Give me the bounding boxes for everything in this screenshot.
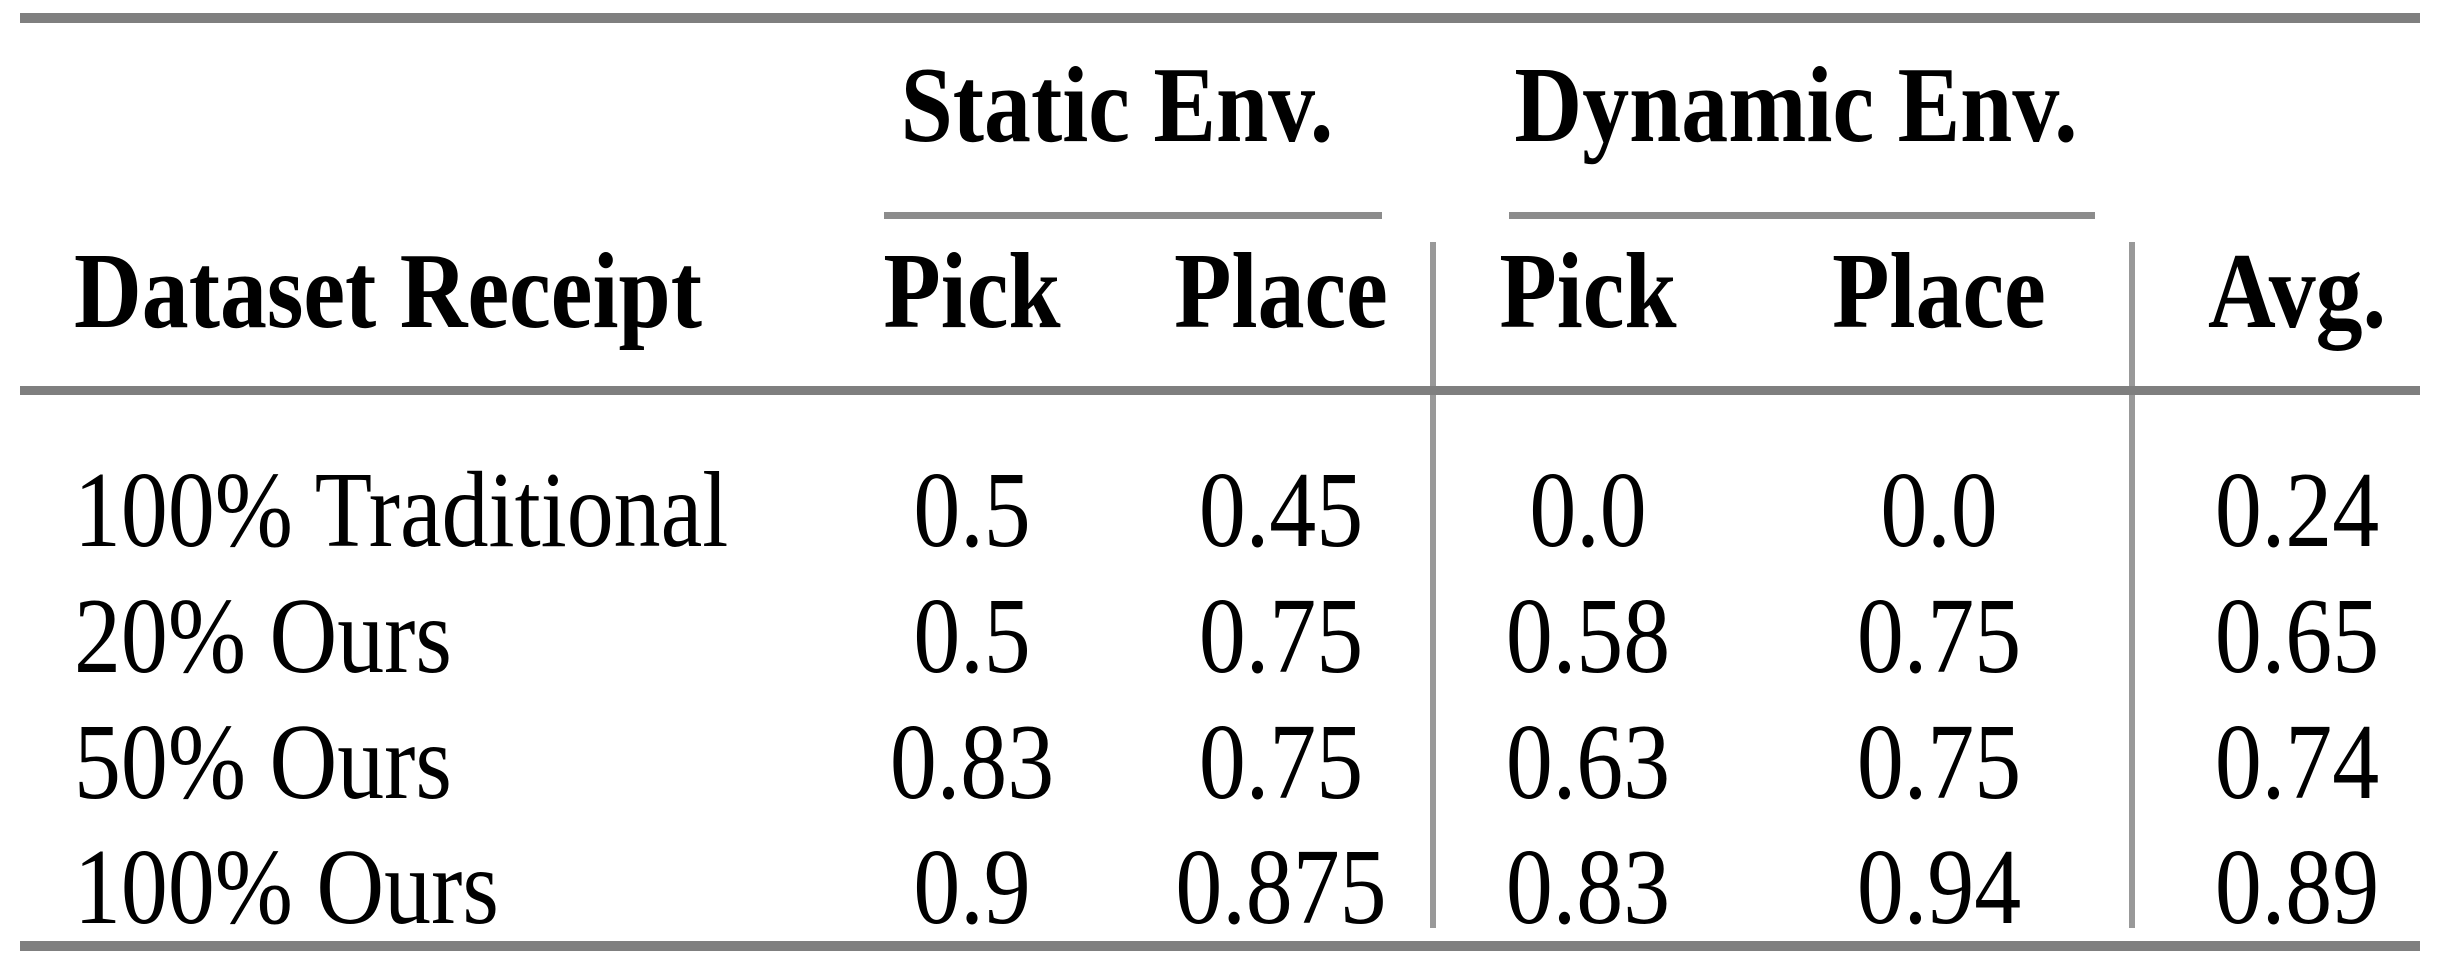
cell-avg: 0.89 [2214, 827, 2380, 948]
cell-static-pick: 0.5 [913, 450, 1031, 571]
header-body-rule [20, 386, 2420, 395]
row-label: 100% Traditional [74, 450, 729, 571]
cell-dynamic-place: 0.75 [1856, 576, 2022, 697]
bottom-rule [20, 941, 2420, 951]
cell-avg: 0.24 [2214, 450, 2380, 571]
cell-dynamic-pick: 0.0 [1529, 450, 1647, 571]
col-header-dynamic-place: Place [1832, 231, 2046, 352]
cell-avg: 0.74 [2214, 702, 2380, 823]
column-separator-left [1430, 242, 1436, 928]
dynamic-group-underline [1509, 212, 2095, 219]
cell-static-place: 0.875 [1175, 827, 1387, 948]
static-group-underline [884, 212, 1382, 219]
col-header-avg: Avg. [2207, 231, 2387, 352]
cell-dynamic-place: 0.94 [1856, 827, 2022, 948]
cell-static-place: 0.75 [1198, 576, 1364, 697]
cell-dynamic-pick: 0.83 [1505, 827, 1671, 948]
col-header-dataset-receipt: Dataset Receipt [74, 231, 702, 352]
top-rule [20, 13, 2420, 23]
column-separator-right [2129, 242, 2135, 928]
group-header-static-env: Static Env. [900, 45, 1334, 166]
cell-static-pick: 0.5 [913, 576, 1031, 697]
cell-dynamic-place: 0.0 [1880, 450, 1998, 571]
row-label: 50% Ours [74, 702, 452, 823]
cell-avg: 0.65 [2214, 576, 2380, 697]
row-label: 100% Ours [74, 827, 499, 948]
cell-dynamic-pick: 0.58 [1505, 576, 1671, 697]
cell-dynamic-place: 0.75 [1856, 702, 2022, 823]
cell-static-pick: 0.9 [913, 827, 1031, 948]
cell-static-pick: 0.83 [889, 702, 1055, 823]
col-header-static-place: Place [1174, 231, 1388, 352]
row-label: 20% Ours [74, 576, 452, 697]
group-header-dynamic-env: Dynamic Env. [1514, 45, 2078, 166]
cell-static-place: 0.75 [1198, 702, 1364, 823]
cell-static-place: 0.45 [1198, 450, 1364, 571]
col-header-static-pick: Pick [883, 231, 1061, 352]
cell-dynamic-pick: 0.63 [1505, 702, 1671, 823]
col-header-dynamic-pick: Pick [1499, 231, 1677, 352]
